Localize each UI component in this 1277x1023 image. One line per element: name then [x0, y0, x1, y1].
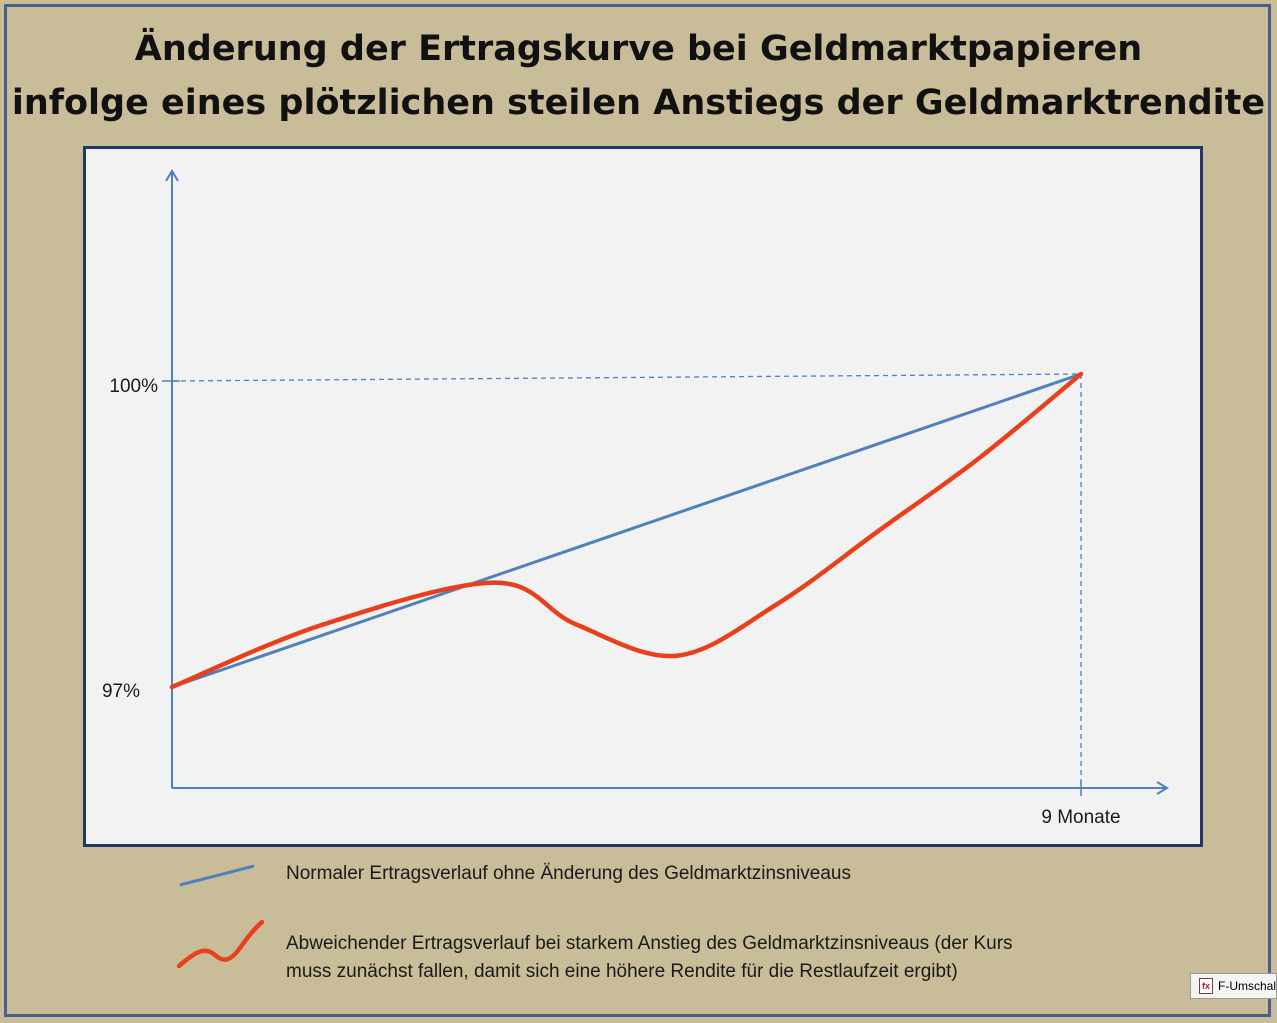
- legend-label-abweichend-line-1: Abweichender Ertragsverlauf bei starkem …: [286, 933, 1013, 954]
- x-tick-label-9-monate: 9 Monate: [1041, 807, 1120, 828]
- series-normal-line: [171, 372, 1082, 689]
- legend-label-abweichend: Abweichender Ertragsverlauf bei starkem …: [286, 930, 1013, 986]
- plot-area: [83, 146, 1203, 847]
- legend-label-abweichend-line-2: muss zunächst fallen, damit sich eine hö…: [286, 961, 958, 982]
- title-line-1: Änderung der Ertragskurve bei Geldmarktp…: [134, 29, 1143, 69]
- y-tick-label-100: 100%: [109, 376, 158, 397]
- chart-title: Änderung der Ertragskurve bei Geldmarktp…: [0, 22, 1277, 130]
- formula-toggle-label: F-Umschal: [1218, 979, 1277, 993]
- formula-toggle-button[interactable]: fx F-Umschal: [1190, 973, 1277, 999]
- title-line-2: infolge eines plötzlichen steilen Anstie…: [11, 83, 1266, 123]
- series-abweichend-line: [169, 371, 1084, 690]
- formula-icon: fx: [1199, 978, 1213, 994]
- legend-swatch-abweichend: [176, 919, 265, 969]
- legend-swatch-normal: [179, 864, 255, 887]
- legend-label-normal: Normaler Ertragsverlauf ohne Änderung de…: [286, 863, 851, 884]
- guide-100: [171, 373, 1082, 382]
- y-tick-label-97: 97%: [102, 681, 140, 702]
